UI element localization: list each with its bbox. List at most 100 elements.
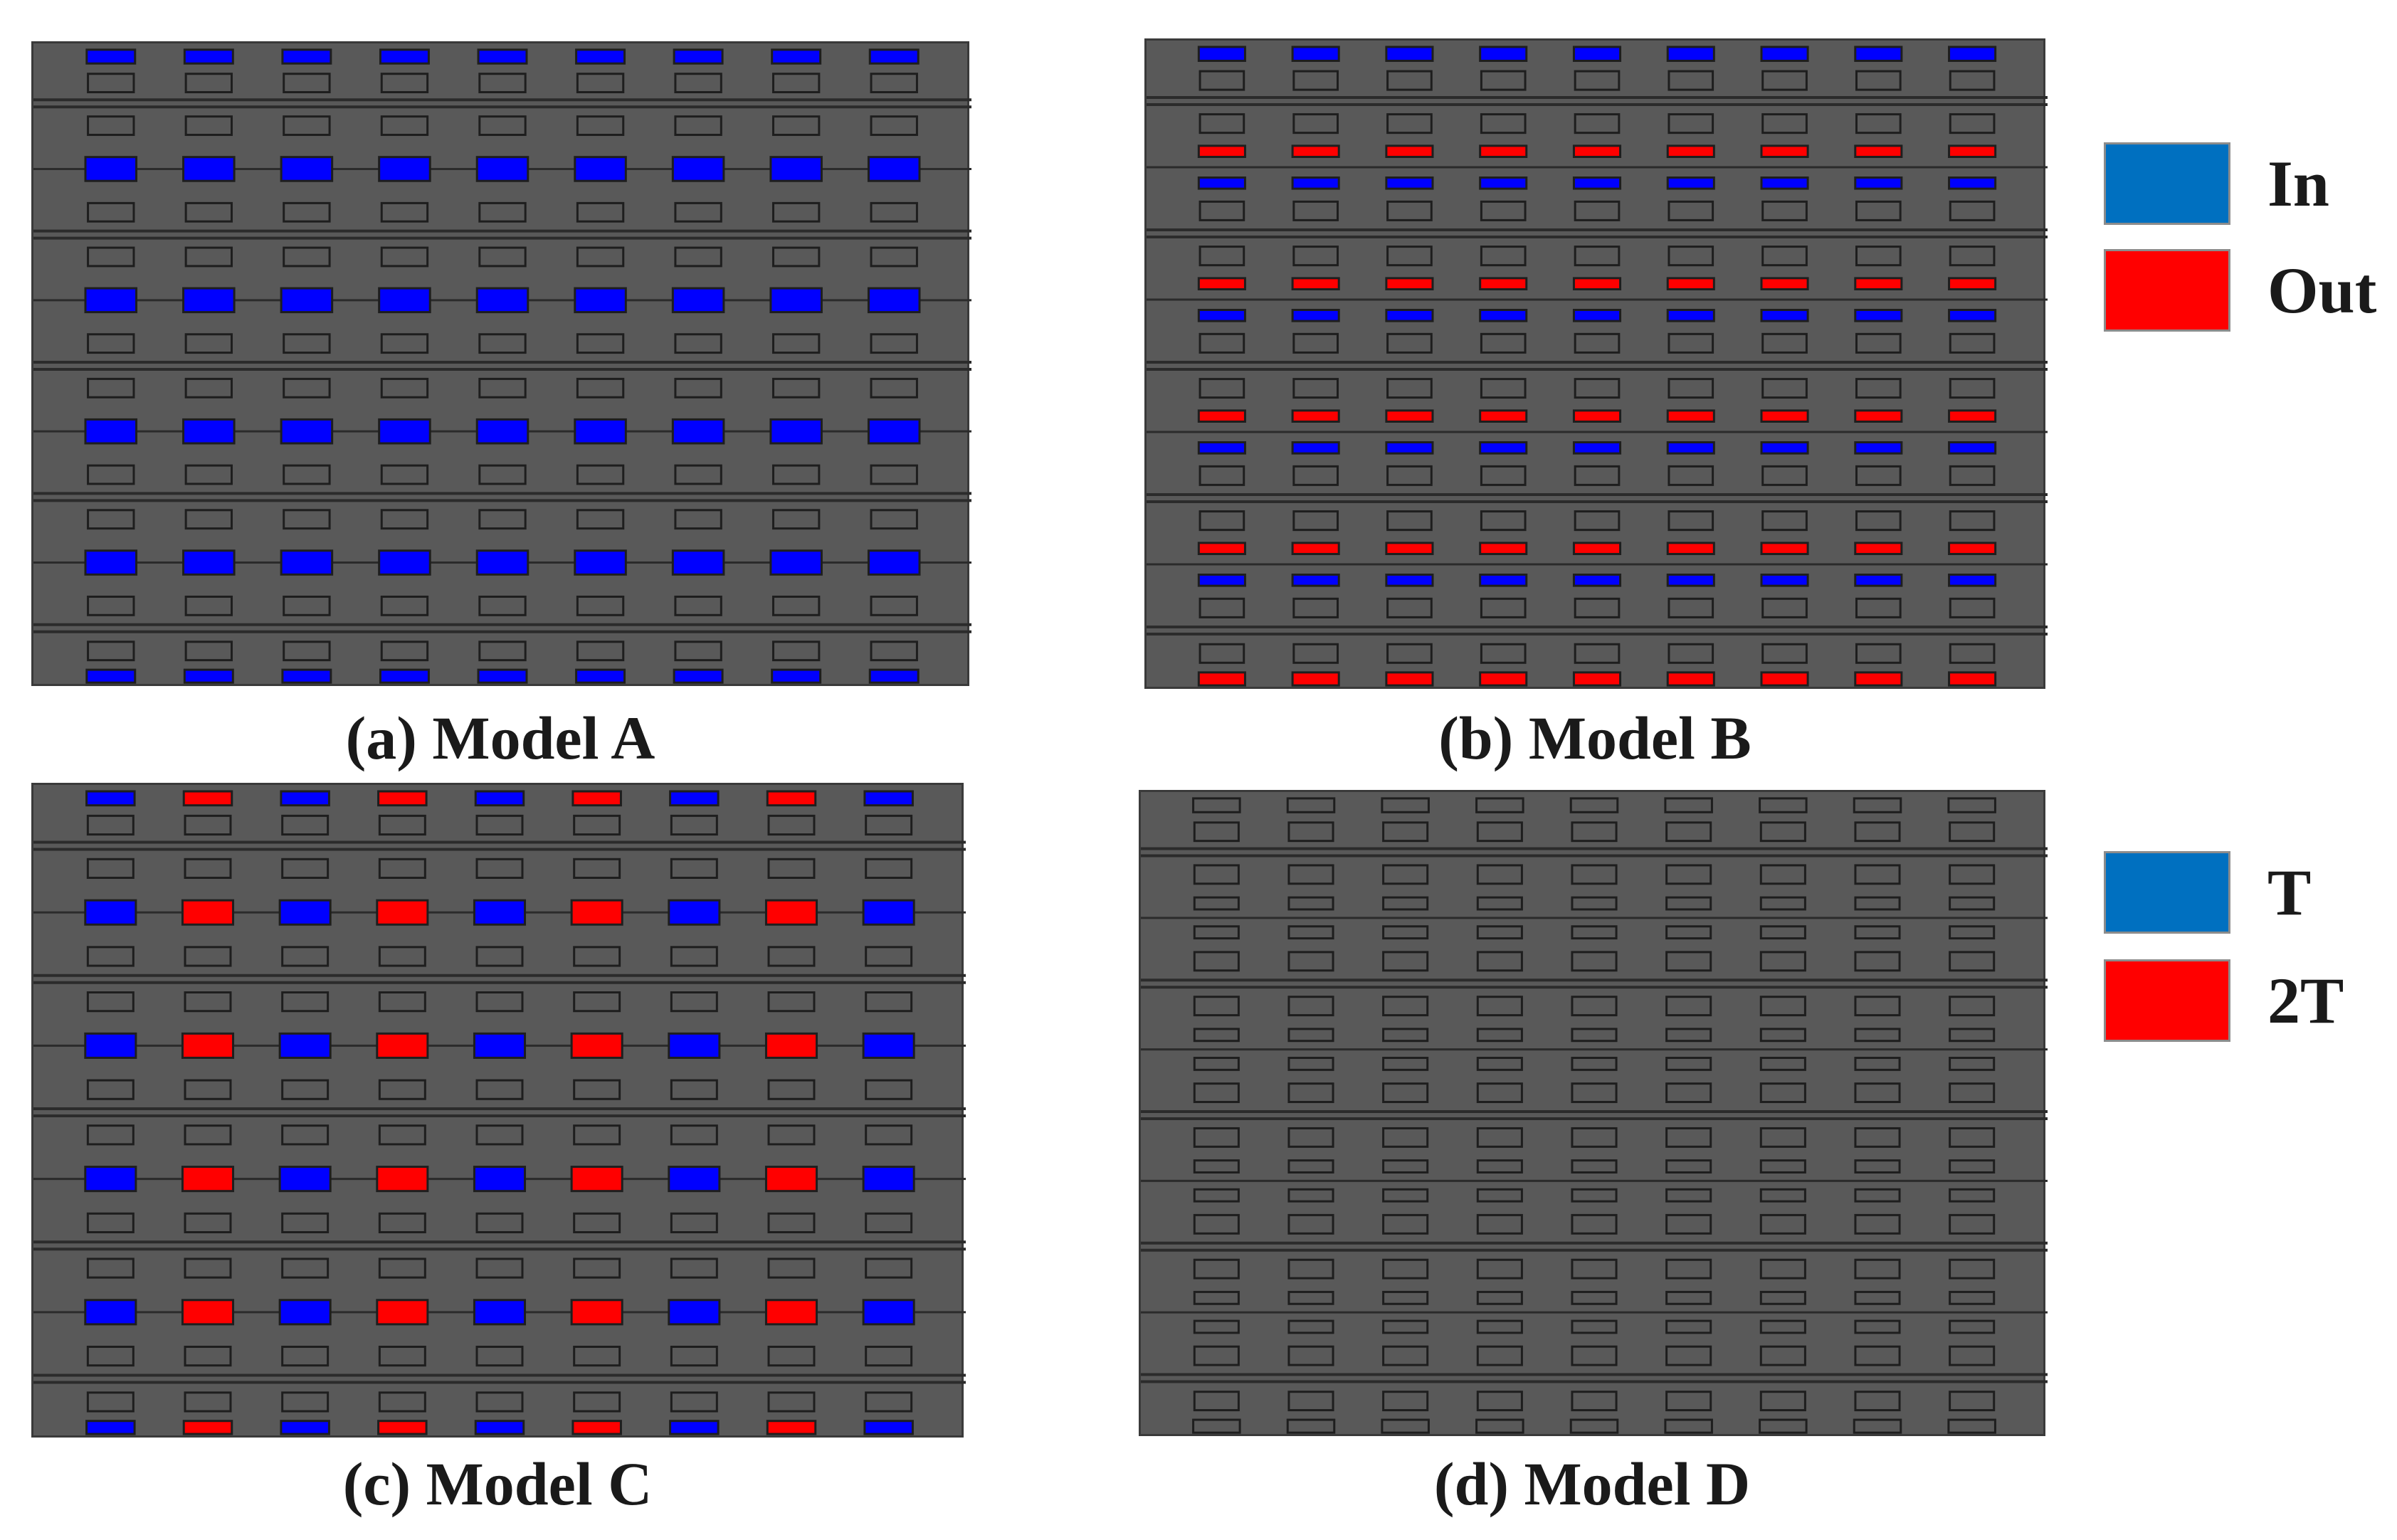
row-empty-slot-top [478, 246, 527, 268]
row-empty-slot-bottom [1855, 465, 1902, 486]
outlet-slot [1197, 409, 1246, 423]
row-empty-slot-top [1287, 864, 1334, 885]
row-empty-slot-top [1382, 996, 1429, 1017]
bottom-slot [1385, 671, 1434, 687]
outlet-slot [1572, 144, 1622, 158]
inlet-slot [867, 549, 921, 576]
row-empty-slot-bottom [573, 1346, 621, 1367]
bottom-empty-slot [184, 640, 233, 662]
row-empty-slot-mid-upper [1665, 1159, 1712, 1174]
row-empty-slot-top [283, 246, 331, 268]
row-empty-slot-bottom [1382, 951, 1429, 972]
row-empty-slot-bottom [1571, 1082, 1618, 1104]
model-c-diagram [33, 790, 966, 1435]
top-slot [571, 790, 622, 807]
row-empty-slot-bottom [1949, 332, 1996, 354]
top-empty-slot [1382, 821, 1429, 843]
top-empty-slot [674, 73, 722, 94]
row-empty-slot-mid-upper [1382, 896, 1429, 911]
inlet-slot [280, 549, 334, 576]
row-empty-slot-mid-lower [1476, 1319, 1523, 1334]
inlet-slot [280, 418, 334, 445]
top-slot [477, 48, 528, 65]
row-empty-slot-top [184, 509, 233, 530]
inlet-slot [1197, 176, 1246, 190]
row-empty-slot-top [767, 1257, 816, 1279]
bottom-empty-slot [1292, 643, 1339, 664]
inlet-slot [867, 287, 921, 314]
row-empty-slot-bottom [1476, 1082, 1523, 1104]
row-empty-slot-mid-lower [1665, 1057, 1712, 1071]
outlet-slot [1666, 144, 1715, 158]
inlet-slot [1948, 574, 1997, 587]
row-empty-slot-mid-lower [1949, 1188, 1996, 1203]
tap-slot [473, 899, 527, 926]
bottom-empty-slot [1386, 643, 1433, 664]
row-empty-slot-bottom [674, 201, 722, 223]
bottom-slot [1569, 1418, 1619, 1434]
row-empty-slot-mid-lower [1759, 925, 1806, 940]
row-empty-slot-top [1480, 510, 1527, 532]
row-empty-slot-top [1574, 246, 1621, 267]
row-empty-slot-bottom [86, 1212, 135, 1233]
inlet-slot [1385, 441, 1434, 455]
row-empty-slot-bottom [378, 1346, 426, 1367]
row-empty-slot-bottom [86, 946, 135, 967]
row-empty-slot-top [475, 858, 524, 879]
row-empty-slot-bottom [1759, 1345, 1806, 1366]
tap-slot [376, 899, 429, 926]
row-empty-slot-top [1386, 378, 1433, 399]
tap-slot [473, 1299, 527, 1326]
row-empty-slot-bottom [1386, 465, 1433, 486]
inlet-slot [1854, 574, 1903, 587]
row-empty-slot-top [1668, 113, 1714, 135]
outlet-slot [1291, 277, 1340, 290]
row-empty-slot-bottom [380, 595, 429, 616]
top-slot [766, 790, 817, 807]
row-empty-slot-top [380, 246, 429, 268]
row-empty-slot-mid-lower [1665, 1188, 1712, 1203]
row-empty-slot-top [1854, 1127, 1901, 1148]
row-empty-slot-top [1571, 996, 1618, 1017]
row-empty-slot-top [1949, 1258, 1996, 1280]
top-slot [1291, 46, 1340, 62]
top-slot [1286, 797, 1336, 813]
row-empty-slot-bottom [478, 333, 527, 354]
tap-slot [181, 1032, 235, 1059]
bottom-empty-slot [184, 1391, 232, 1413]
model-b-panel [1144, 38, 2048, 689]
row-empty-slot-top [1287, 1258, 1334, 1280]
row-empty-slot-bottom [86, 1079, 135, 1100]
bottom-empty-slot [1480, 643, 1527, 664]
inlet-slot [867, 418, 921, 445]
row-empty-slot-bottom [1949, 951, 1996, 972]
inlet-slot [1666, 309, 1715, 322]
inlet-slot [769, 418, 823, 445]
row-empty-slot-bottom [1949, 597, 1996, 618]
inlet-slot [84, 418, 138, 445]
row-empty-slot-bottom [87, 333, 135, 354]
row-empty-slot-bottom [670, 1212, 718, 1233]
row-empty-slot-bottom [1287, 1082, 1334, 1104]
tap-slot [862, 1032, 915, 1059]
outlet-slot [1479, 144, 1528, 158]
row-empty-slot-bottom [1949, 1082, 1996, 1104]
top-slot [183, 48, 234, 65]
row-empty-slot-mid-upper [1382, 1159, 1429, 1174]
row-empty-slot-mid-upper [1759, 1028, 1806, 1043]
outlet-slot [1291, 409, 1340, 423]
row-empty-slot-bottom [380, 201, 429, 223]
row-empty-slot-bottom [1665, 1082, 1712, 1104]
bottom-empty-slot [1949, 1391, 1996, 1412]
outlet-slot [1385, 144, 1434, 158]
bottom-empty-slot [475, 1391, 524, 1413]
row-empty-slot-bottom [478, 595, 527, 616]
inlet-slot [1479, 176, 1528, 190]
legend-label-t: T [2267, 856, 2312, 929]
row-empty-slot-top [1476, 996, 1523, 1017]
row-empty-slot-top [1854, 996, 1901, 1017]
outlet-slot [1948, 144, 1997, 158]
row-empty-slot-bottom [576, 464, 625, 485]
row-empty-slot-bottom [1382, 1082, 1429, 1104]
bottom-empty-slot [378, 1391, 426, 1413]
